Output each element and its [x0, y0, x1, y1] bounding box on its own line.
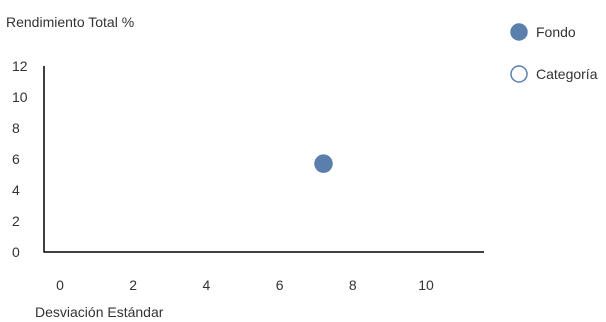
- y-tick-label: 10: [12, 89, 28, 105]
- x-tick-label: 4: [203, 277, 211, 293]
- y-tick-label: 4: [12, 182, 20, 198]
- y-tick-label: 0: [12, 244, 20, 260]
- legend-marker-hollow: [510, 65, 528, 83]
- data-point: [314, 154, 333, 173]
- y-tick-label: 8: [12, 120, 20, 136]
- x-tick-label: 10: [418, 277, 434, 293]
- legend-label: Fondo: [536, 24, 576, 40]
- y-tick-label: 12: [12, 58, 28, 74]
- legend-label: Categoría: [536, 66, 598, 82]
- x-axis-title: Desviación Estándar: [35, 304, 164, 320]
- x-tick-label: 0: [56, 277, 64, 293]
- y-axis-title: Rendimiento Total %: [6, 14, 134, 30]
- x-tick-label: 2: [129, 277, 137, 293]
- y-tick-label: 2: [12, 213, 20, 229]
- x-tick-label: 8: [349, 277, 357, 293]
- x-tick-label: 6: [276, 277, 284, 293]
- y-tick-label: 6: [12, 151, 20, 167]
- legend-marker-filled: [510, 23, 528, 41]
